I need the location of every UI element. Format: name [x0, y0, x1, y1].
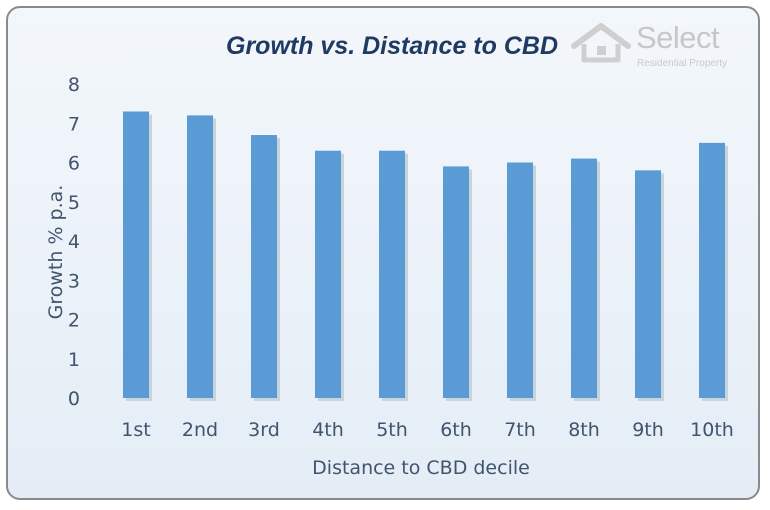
x-tick-label: 3rd	[248, 419, 280, 441]
x-tick-label: 10th	[690, 419, 734, 441]
house-icon	[571, 23, 631, 63]
y-tick-label: 3	[68, 270, 80, 292]
x-tick-label: 8th	[568, 419, 600, 441]
x-tick-label: 6th	[440, 419, 472, 441]
y-tick-label: 8	[68, 74, 80, 96]
x-axis-ticks: 1st 2nd 3rd 4th 5th 6th 7th 8th 9th 10th	[121, 419, 734, 441]
x-tick-label: 4th	[312, 419, 344, 441]
y-tick-label: 4	[68, 231, 80, 253]
bar-chart: Growth vs. Distance to CBD 0 1 2 3 4 5 6 7 8 1st…	[45, 32, 734, 479]
x-tick-label: 1st	[121, 419, 150, 441]
y-tick-label: 6	[68, 153, 80, 175]
bar-10th	[699, 142, 725, 398]
y-tick-label: 7	[68, 113, 80, 135]
chart-title: Growth vs. Distance to CBD	[226, 32, 558, 60]
x-axis-label: Distance to CBD decile	[312, 457, 530, 479]
bar-8th	[571, 158, 597, 398]
y-tick-label: 0	[68, 388, 80, 410]
bar-7th	[507, 162, 533, 398]
bar-5th	[379, 150, 405, 398]
y-tick-label: 1	[68, 349, 80, 371]
bar-6th	[443, 166, 469, 398]
logo-wordmark: Select	[636, 20, 720, 55]
x-tick-label: 7th	[504, 419, 536, 441]
bar-9th	[635, 170, 661, 398]
bar-3rd	[251, 135, 277, 398]
x-tick-label: 5th	[376, 419, 408, 441]
x-tick-label: 2nd	[182, 419, 218, 441]
logo-subtitle: Residential Property	[637, 58, 728, 69]
y-tick-label: 2	[68, 310, 80, 332]
bar-1st	[123, 111, 149, 398]
bars	[123, 111, 728, 402]
y-tick-label: 5	[68, 192, 80, 214]
bar-2nd	[187, 115, 213, 399]
bar-4th	[315, 150, 341, 398]
y-axis-ticks: 0 1 2 3 4 5 6 7 8	[68, 74, 80, 410]
x-tick-label: 9th	[632, 419, 664, 441]
brand-logo: Select Residential Property	[566, 18, 756, 74]
chart-frame: Growth vs. Distance to CBD 0 1 2 3 4 5 6 7 8 1st…	[6, 6, 760, 500]
y-axis-label: Growth % p.a.	[45, 185, 67, 320]
